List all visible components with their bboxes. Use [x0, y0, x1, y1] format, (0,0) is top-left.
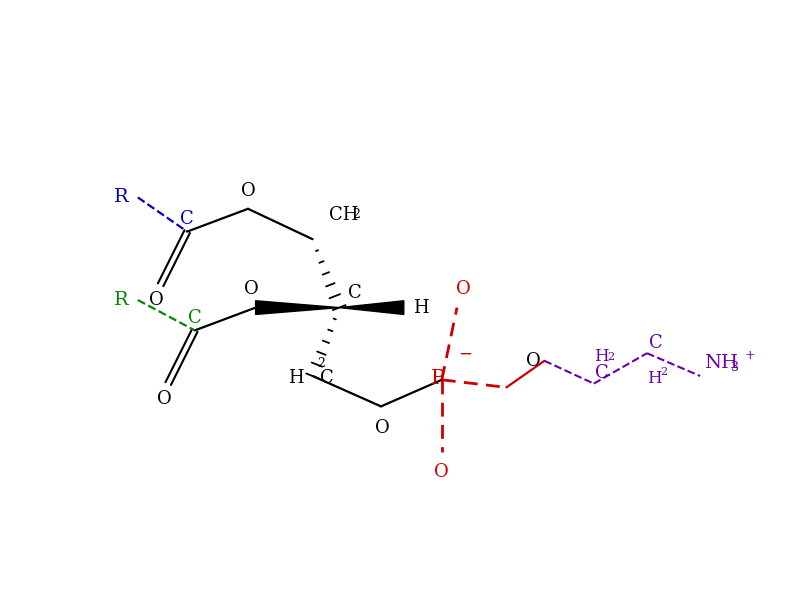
Text: O: O: [434, 463, 449, 481]
Text: O: O: [241, 182, 255, 200]
Text: 2: 2: [352, 208, 360, 221]
Text: NH: NH: [704, 354, 738, 372]
Text: C: C: [649, 334, 662, 352]
Text: O: O: [375, 419, 390, 437]
Text: O: O: [526, 352, 541, 370]
Text: O: O: [157, 389, 172, 407]
Text: P: P: [431, 369, 445, 388]
Text: O: O: [150, 291, 164, 309]
Text: C: C: [348, 284, 362, 302]
Polygon shape: [339, 301, 404, 314]
Text: CH: CH: [330, 206, 358, 224]
Text: 3: 3: [731, 361, 739, 374]
Text: O: O: [245, 280, 259, 298]
Text: 2: 2: [317, 357, 325, 370]
Text: C: C: [180, 210, 194, 228]
Text: R: R: [114, 291, 129, 309]
Text: +: +: [745, 349, 756, 362]
Text: C: C: [188, 308, 202, 326]
Text: H: H: [647, 370, 662, 387]
Polygon shape: [256, 301, 339, 314]
Text: C: C: [595, 364, 609, 382]
Text: 2: 2: [607, 352, 614, 362]
Text: O: O: [456, 280, 470, 298]
Text: H: H: [288, 368, 303, 386]
Text: −: −: [458, 346, 472, 363]
Text: C: C: [320, 368, 334, 386]
Text: H: H: [413, 299, 429, 317]
Text: R: R: [114, 188, 129, 206]
Text: 2: 2: [661, 367, 668, 377]
Text: H: H: [594, 347, 609, 365]
